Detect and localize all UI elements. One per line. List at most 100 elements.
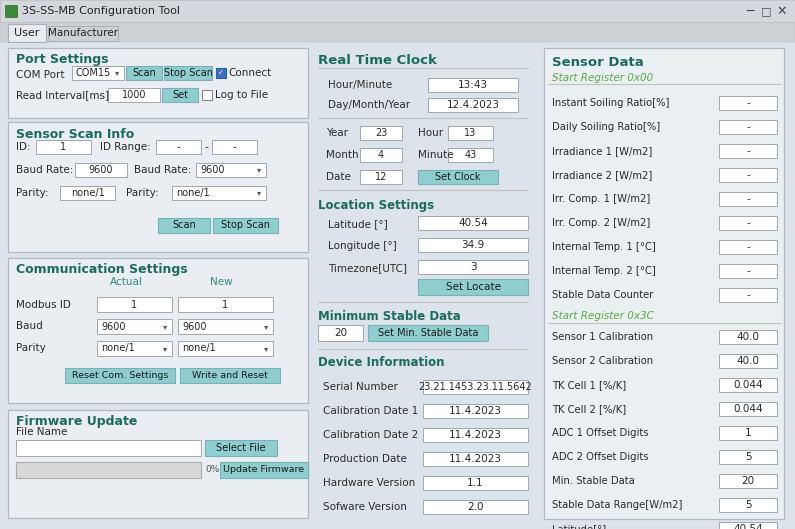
Text: Date: Date bbox=[326, 172, 351, 182]
Text: 12: 12 bbox=[374, 172, 387, 182]
Text: 5: 5 bbox=[745, 452, 751, 462]
Bar bbox=[719, 522, 777, 529]
Text: Stop Scan: Stop Scan bbox=[164, 68, 212, 78]
Bar bbox=[418, 238, 528, 252]
Text: Sensor 1 Calibration: Sensor 1 Calibration bbox=[552, 332, 653, 342]
Text: 40.0: 40.0 bbox=[736, 356, 759, 366]
Text: ▾: ▾ bbox=[163, 322, 167, 331]
Text: Daily Soiling Ratio[%]: Daily Soiling Ratio[%] bbox=[552, 122, 660, 132]
Text: 1.1: 1.1 bbox=[467, 478, 484, 488]
Text: Day/Month/Year: Day/Month/Year bbox=[328, 100, 410, 110]
Text: Irr. Comp. 1 [W/m2]: Irr. Comp. 1 [W/m2] bbox=[552, 194, 650, 204]
Text: 1: 1 bbox=[131, 299, 138, 309]
Text: Scan: Scan bbox=[132, 68, 156, 78]
Text: Year: Year bbox=[326, 128, 348, 138]
Text: 43: 43 bbox=[464, 150, 477, 160]
Bar bbox=[60, 186, 115, 200]
Bar bbox=[97, 319, 172, 334]
Text: Production Date: Production Date bbox=[323, 454, 407, 464]
Bar bbox=[423, 476, 528, 490]
Bar bbox=[360, 126, 402, 140]
Text: Month: Month bbox=[326, 150, 359, 160]
Bar bbox=[178, 297, 273, 312]
Text: none/1: none/1 bbox=[182, 343, 215, 353]
Bar bbox=[719, 120, 777, 134]
Bar bbox=[719, 354, 777, 368]
Text: -: - bbox=[747, 170, 750, 180]
Text: -: - bbox=[747, 266, 750, 276]
Bar bbox=[36, 140, 91, 154]
Bar bbox=[0, 22, 795, 42]
Bar bbox=[72, 66, 124, 80]
Bar bbox=[428, 98, 518, 112]
Text: none/1: none/1 bbox=[176, 188, 210, 198]
Bar bbox=[5, 5, 17, 17]
Bar bbox=[205, 440, 277, 456]
Text: -: - bbox=[747, 194, 750, 204]
Text: 1000: 1000 bbox=[122, 90, 146, 100]
Bar bbox=[8, 258, 308, 403]
Text: Start Register 0x00: Start Register 0x00 bbox=[552, 73, 653, 83]
Text: Port Settings: Port Settings bbox=[16, 53, 108, 67]
Text: Reset Com. Settings: Reset Com. Settings bbox=[72, 371, 169, 380]
Text: □: □ bbox=[761, 6, 771, 16]
Text: 1: 1 bbox=[60, 142, 67, 152]
Text: ADC 2 Offset Digits: ADC 2 Offset Digits bbox=[552, 452, 649, 462]
Text: Baud: Baud bbox=[16, 321, 43, 331]
Bar bbox=[8, 24, 46, 42]
Text: Latitude [°]: Latitude [°] bbox=[328, 219, 388, 229]
Bar bbox=[719, 378, 777, 392]
Text: 1: 1 bbox=[745, 428, 751, 438]
Bar bbox=[423, 380, 528, 394]
Text: User: User bbox=[14, 28, 40, 38]
Bar bbox=[156, 140, 201, 154]
Text: 40.54: 40.54 bbox=[458, 218, 488, 228]
Bar bbox=[719, 240, 777, 254]
Text: Latitude[°]: Latitude[°] bbox=[552, 524, 606, 529]
Text: 0.044: 0.044 bbox=[733, 380, 763, 390]
Bar bbox=[719, 450, 777, 464]
Bar bbox=[544, 48, 784, 519]
Text: Min. Stable Data: Min. Stable Data bbox=[552, 476, 634, 486]
Text: Communication Settings: Communication Settings bbox=[16, 263, 188, 277]
Bar bbox=[360, 148, 402, 162]
Text: Start Register 0x3C: Start Register 0x3C bbox=[552, 311, 653, 321]
Text: Serial Number: Serial Number bbox=[323, 382, 398, 392]
Text: ✕: ✕ bbox=[777, 5, 787, 17]
Text: Timezone[UTC]: Timezone[UTC] bbox=[328, 263, 407, 273]
Text: Minimum Stable Data: Minimum Stable Data bbox=[318, 309, 461, 323]
Text: Internal Temp. 1 [°C]: Internal Temp. 1 [°C] bbox=[552, 242, 656, 252]
Text: Instant Soiling Ratio[%]: Instant Soiling Ratio[%] bbox=[552, 98, 669, 108]
Text: -: - bbox=[233, 142, 236, 152]
Text: 11.4.2023: 11.4.2023 bbox=[449, 406, 502, 416]
Text: ─: ─ bbox=[747, 5, 754, 17]
Bar bbox=[216, 68, 226, 78]
Text: Hour/Minute: Hour/Minute bbox=[328, 80, 392, 90]
Text: Set: Set bbox=[172, 90, 188, 100]
Text: Update Firmware: Update Firmware bbox=[223, 466, 304, 475]
Text: 9600: 9600 bbox=[200, 165, 224, 175]
Text: COM15: COM15 bbox=[76, 68, 111, 78]
Text: -: - bbox=[204, 142, 208, 152]
Bar bbox=[97, 341, 172, 356]
Text: Set Locate: Set Locate bbox=[445, 282, 501, 292]
Text: Connect: Connect bbox=[228, 68, 271, 78]
Bar bbox=[48, 26, 118, 41]
Text: Firmware Update: Firmware Update bbox=[16, 415, 138, 428]
Text: 3S-SS-MB Configuration Tool: 3S-SS-MB Configuration Tool bbox=[22, 6, 180, 16]
Bar bbox=[418, 170, 498, 184]
Text: ▾: ▾ bbox=[264, 322, 268, 331]
Text: New: New bbox=[210, 277, 233, 287]
Text: Sensor 2 Calibration: Sensor 2 Calibration bbox=[552, 356, 653, 366]
Bar bbox=[75, 163, 127, 177]
Text: 9600: 9600 bbox=[101, 322, 126, 332]
Text: Baud Rate:: Baud Rate: bbox=[134, 165, 192, 175]
Bar bbox=[97, 297, 172, 312]
Bar bbox=[719, 402, 777, 416]
Text: Device Information: Device Information bbox=[318, 355, 444, 369]
Text: Stable Data Counter: Stable Data Counter bbox=[552, 290, 653, 300]
Text: -: - bbox=[747, 218, 750, 228]
Text: 9600: 9600 bbox=[182, 322, 207, 332]
Text: none/1: none/1 bbox=[71, 188, 104, 198]
Text: COM Port: COM Port bbox=[16, 70, 64, 80]
